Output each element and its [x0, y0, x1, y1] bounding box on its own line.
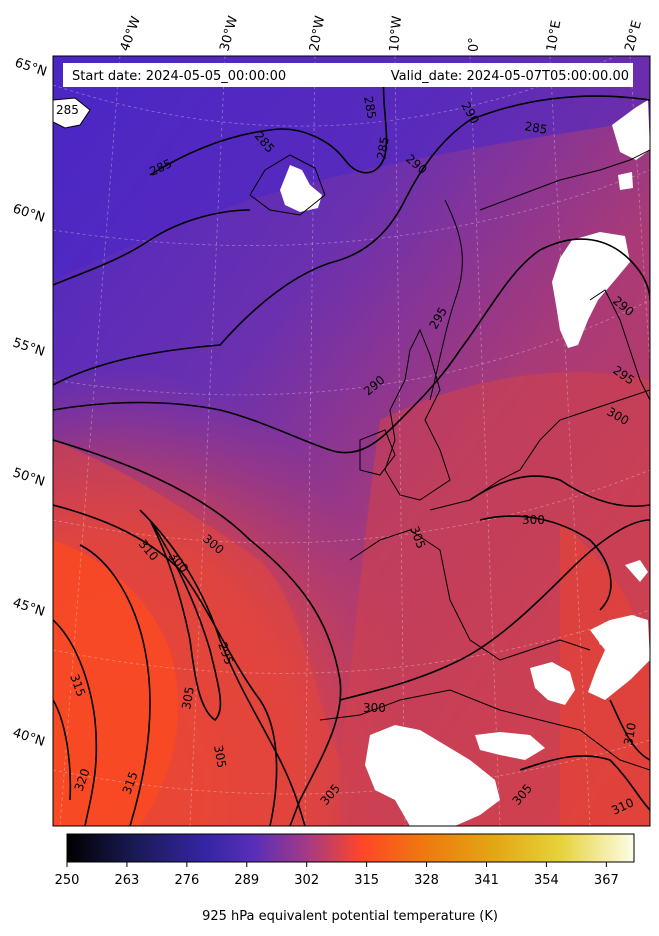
lon-label: 20°E — [622, 19, 645, 53]
header-box — [63, 63, 633, 87]
colorbar-tick-label: 354 — [534, 873, 559, 888]
colorbar-tick-label: 367 — [594, 873, 619, 888]
lat-label: 40°N — [11, 726, 47, 750]
colorbar-tick-label: 315 — [354, 873, 379, 888]
lon-label: 40°W — [118, 14, 144, 53]
contour-label: 300 — [522, 513, 545, 527]
colorbar-tick-label: 302 — [294, 873, 319, 888]
masked-land — [53, 66, 650, 826]
latitude-labels: 65°N 60°N 55°N 50°N 45°N 40°N — [11, 56, 49, 750]
lat-label: 50°N — [11, 466, 47, 490]
map-frame — [52, 55, 651, 827]
contour-label: 285 — [523, 119, 548, 137]
contour-lines — [53, 69, 650, 826]
contour-label: 310 — [621, 722, 639, 747]
graticule — [53, 56, 650, 826]
colorbar: 250 263 276 289 302 315 328 341 354 367 925 hPa e… — [55, 833, 635, 924]
contour-label: 285 — [361, 95, 379, 120]
contour-label: 305 — [179, 686, 197, 711]
start-date-label: Start date: 2024-05-05_00:00:00 — [72, 69, 286, 84]
lon-label: 30°W — [217, 14, 241, 53]
contour-label: 305 — [211, 744, 229, 769]
valid-date-label: Valid_date: 2024-05-07T05:00:00.00 — [391, 69, 629, 84]
lon-label: 0° — [467, 37, 482, 52]
contour-label: 300 — [363, 701, 386, 715]
lon-label: 10°E — [544, 19, 564, 52]
colorbar-tick-label: 289 — [234, 873, 259, 888]
lat-label: 45°N — [11, 596, 47, 620]
temperature-field: 285 285 285 285 285 285 290 290 290 290 … — [53, 56, 650, 826]
colorbar-label: 925 hPa equivalent potential temperature… — [202, 909, 498, 924]
lat-label: 55°N — [11, 336, 47, 360]
colorbar-tick-label: 250 — [55, 873, 80, 888]
colorbar-tick-label: 276 — [174, 873, 199, 888]
lat-label: 60°N — [11, 202, 47, 226]
lat-label: 65°N — [13, 56, 49, 80]
contour-label: 285 — [374, 136, 392, 161]
lon-label: 20°W — [307, 15, 328, 53]
colorbar-gradient — [66, 833, 635, 863]
colorbar-tick-label: 328 — [414, 873, 439, 888]
colorbar-tick-label: 263 — [115, 873, 140, 888]
longitude-labels: 40°W 30°W 20°W 10°W 0° 10°E 20°E — [118, 14, 645, 53]
colorbar-ticks: 250 263 276 289 302 315 328 341 354 367 — [55, 862, 619, 888]
lon-label: 10°W — [387, 15, 405, 52]
contour-label: 285 — [56, 103, 79, 117]
colorbar-tick-label: 341 — [474, 873, 499, 888]
